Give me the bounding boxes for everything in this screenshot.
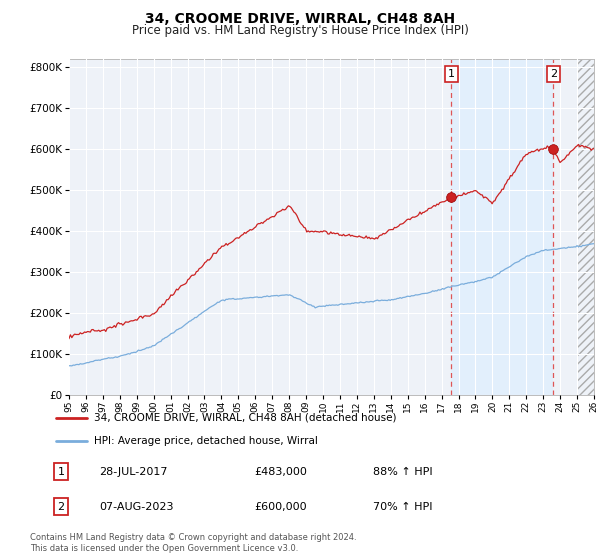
Text: £600,000: £600,000: [254, 502, 307, 512]
Text: 70% ↑ HPI: 70% ↑ HPI: [373, 502, 433, 512]
Text: 88% ↑ HPI: 88% ↑ HPI: [373, 466, 433, 477]
Bar: [553, 59, 594, 395]
Text: Price paid vs. HM Land Registry's House Price Index (HPI): Price paid vs. HM Land Registry's House …: [131, 24, 469, 37]
Text: 1: 1: [448, 69, 455, 79]
Bar: [451, 59, 553, 395]
Text: 34, CROOME DRIVE, WIRRAL, CH48 8AH (detached house): 34, CROOME DRIVE, WIRRAL, CH48 8AH (deta…: [94, 413, 397, 423]
Text: £483,000: £483,000: [254, 466, 307, 477]
Text: 28-JUL-2017: 28-JUL-2017: [100, 466, 168, 477]
Text: 2: 2: [58, 502, 64, 512]
Text: 34, CROOME DRIVE, WIRRAL, CH48 8AH: 34, CROOME DRIVE, WIRRAL, CH48 8AH: [145, 12, 455, 26]
Text: HPI: Average price, detached house, Wirral: HPI: Average price, detached house, Wirr…: [94, 436, 319, 446]
Text: Contains HM Land Registry data © Crown copyright and database right 2024.
This d: Contains HM Land Registry data © Crown c…: [30, 533, 356, 553]
Text: 07-AUG-2023: 07-AUG-2023: [100, 502, 174, 512]
Text: 2: 2: [550, 69, 557, 79]
Bar: [577, 59, 594, 395]
Text: 1: 1: [58, 466, 64, 477]
